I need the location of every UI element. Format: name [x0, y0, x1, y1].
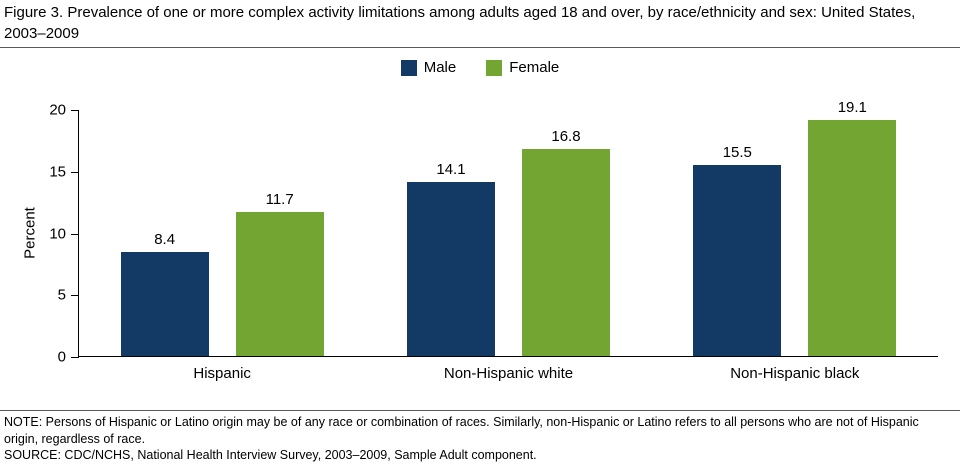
bar-column-male: 15.5	[693, 143, 782, 356]
y-tick-label: 15	[49, 163, 66, 181]
bar-male	[120, 252, 209, 356]
y-axis-title: Percent	[21, 207, 39, 259]
y-tick-mark	[71, 357, 79, 358]
bar-groups: 8.4 11.7 Hispanic 14.1 16.8 Non-Hispanic whit…	[79, 99, 938, 382]
bar-value-label: 16.8	[551, 127, 581, 145]
bar-female	[521, 148, 610, 356]
legend-label: Female	[509, 59, 560, 76]
figure-footer: NOTE: Persons of Hispanic or Latino orig…	[4, 414, 956, 464]
bar-value-label: 8.4	[154, 231, 176, 249]
notes-divider	[0, 410, 960, 411]
y-tick-label: 0	[57, 348, 66, 366]
legend-swatch-icon	[486, 59, 503, 76]
bar-column-male: 8.4	[120, 231, 209, 356]
x-axis-category-label: Non-Hispanic black	[730, 365, 860, 382]
bar-group: 15.5 19.1 Non-Hispanic black	[693, 99, 897, 382]
legend-item-male: Male	[400, 59, 457, 76]
bar-male	[406, 181, 495, 356]
bar-column-female: 19.1	[808, 99, 897, 356]
bar-value-label: 14.1	[436, 160, 466, 178]
plot-area: 0 5 10 15 20 8.4 11.7 Hispanic 14.1 16.8 Non-Hisp…	[49, 99, 938, 382]
figure-title: Figure 3. Prevalence of one or more comp…	[4, 4, 916, 42]
y-tick-label: 20	[49, 101, 66, 119]
x-axis-category-label: Non-Hispanic white	[443, 365, 574, 382]
title-divider	[0, 47, 960, 48]
figure-source: SOURCE: CDC/NCHS, National Health Interv…	[4, 448, 537, 462]
bar-male	[693, 164, 782, 356]
y-tick-label: 10	[49, 225, 66, 242]
bar-group: 8.4 11.7 Hispanic	[120, 190, 324, 382]
x-axis-category-label: Hispanic	[193, 365, 251, 382]
bar-female	[235, 211, 324, 356]
bar-value-label: 19.1	[837, 99, 867, 117]
figure-note: NOTE: Persons of Hispanic or Latino orig…	[4, 415, 919, 446]
bar-column-female: 16.8	[521, 127, 610, 356]
legend-item-female: Female	[486, 59, 559, 76]
bar-female	[808, 120, 897, 356]
bar-value-label: 11.7	[265, 190, 294, 208]
chart-legend: Male Female	[0, 59, 960, 76]
y-tick-label: 5	[57, 286, 66, 304]
bar-column-male: 14.1	[406, 160, 495, 356]
y-tick-mark	[71, 171, 79, 173]
bar-group: 14.1 16.8 Non-Hispanic white	[406, 127, 610, 382]
y-tick-mark	[71, 110, 79, 111]
legend-label: Male	[423, 59, 457, 76]
y-tick-mark	[71, 233, 79, 235]
bar-column-female: 11.7	[235, 190, 324, 356]
legend-swatch-icon	[400, 59, 417, 76]
bar-value-label: 15.5	[722, 143, 752, 161]
y-tick-mark	[71, 295, 79, 297]
